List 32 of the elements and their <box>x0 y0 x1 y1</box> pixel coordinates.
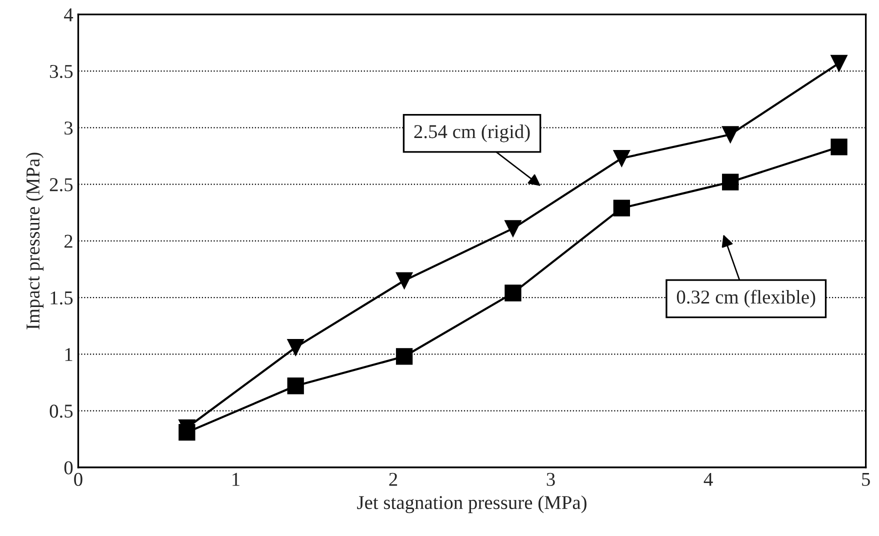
y-tick-label: 2.5 <box>50 178 73 192</box>
point <box>830 54 848 72</box>
point <box>613 200 630 216</box>
y-tick-label: 0.5 <box>50 404 73 418</box>
point <box>178 424 196 441</box>
y-tick-label: 4 <box>64 8 74 22</box>
x-tick-label: 1 <box>232 472 240 486</box>
y-tick-label: 1.5 <box>50 291 73 305</box>
point <box>396 348 413 365</box>
y-tick-label: 3 <box>64 122 73 135</box>
point <box>287 378 304 394</box>
x-axis-title: Jet stagnation pressure (MPa) <box>357 495 586 514</box>
y-tick-label: 1 <box>65 348 72 361</box>
text: 0.32 cm (flexible) <box>676 290 816 308</box>
x-tick-label: 2 <box>389 472 398 486</box>
point <box>613 150 630 167</box>
x-tick-label: 4 <box>704 472 713 486</box>
point <box>722 174 739 190</box>
point <box>287 339 304 356</box>
y-tick-label: 3.5 <box>50 64 73 78</box>
y-tick-label: 2 <box>64 234 72 248</box>
y-tick-label: 0 <box>64 461 73 474</box>
point <box>396 272 413 289</box>
x-tick-label: 3 <box>546 472 555 486</box>
x-tick-label: 0 <box>74 472 82 486</box>
point <box>722 126 739 143</box>
point <box>504 284 522 302</box>
x-tick-label: 5 <box>862 473 870 486</box>
point <box>504 220 522 237</box>
text: 2.54 cm (rigid) <box>414 124 530 142</box>
point <box>830 138 848 156</box>
y-axis-title: Impact pressure (MPa) <box>26 152 44 330</box>
